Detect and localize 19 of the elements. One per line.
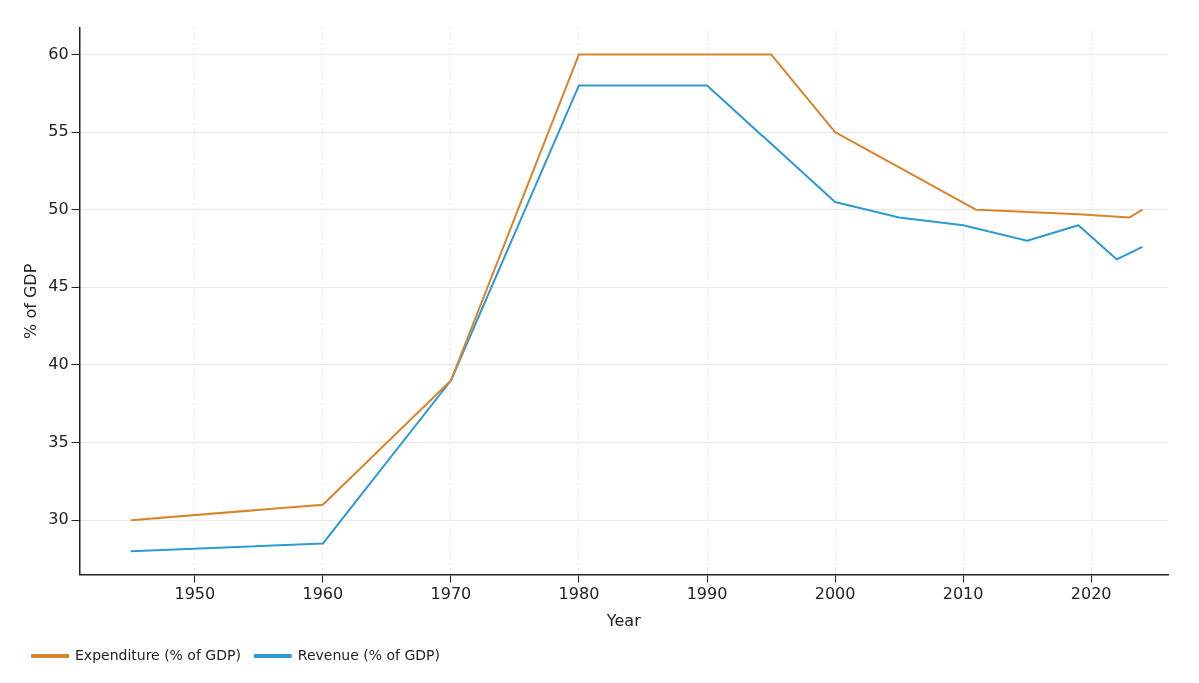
y-tick-label: 55 xyxy=(48,121,69,141)
y-tick-label: 30 xyxy=(48,509,69,529)
x-tick-label: 1970 xyxy=(430,584,472,604)
x-tick-label: 2010 xyxy=(942,584,984,604)
legend-label: Revenue (% of GDP) xyxy=(297,646,440,663)
x-axis-title: Year xyxy=(605,610,642,630)
x-tick-label: 2020 xyxy=(1070,584,1112,604)
y-tick-label: 40 xyxy=(48,354,69,374)
x-tick-label: 1980 xyxy=(558,584,600,604)
y-tick-label: 60 xyxy=(48,43,69,63)
x-tick-label: 2000 xyxy=(814,584,856,604)
x-tick-label: 1960 xyxy=(302,584,344,604)
legend-label: Expenditure (% of GDP) xyxy=(75,646,241,663)
y-tick-label: 35 xyxy=(48,431,69,451)
y-axis-title: % of GDP xyxy=(20,263,40,339)
x-tick-label: 1990 xyxy=(686,584,728,604)
y-tick-label: 45 xyxy=(48,276,69,296)
x-tick-label: 1950 xyxy=(174,584,216,604)
y-tick-label: 50 xyxy=(48,198,69,218)
